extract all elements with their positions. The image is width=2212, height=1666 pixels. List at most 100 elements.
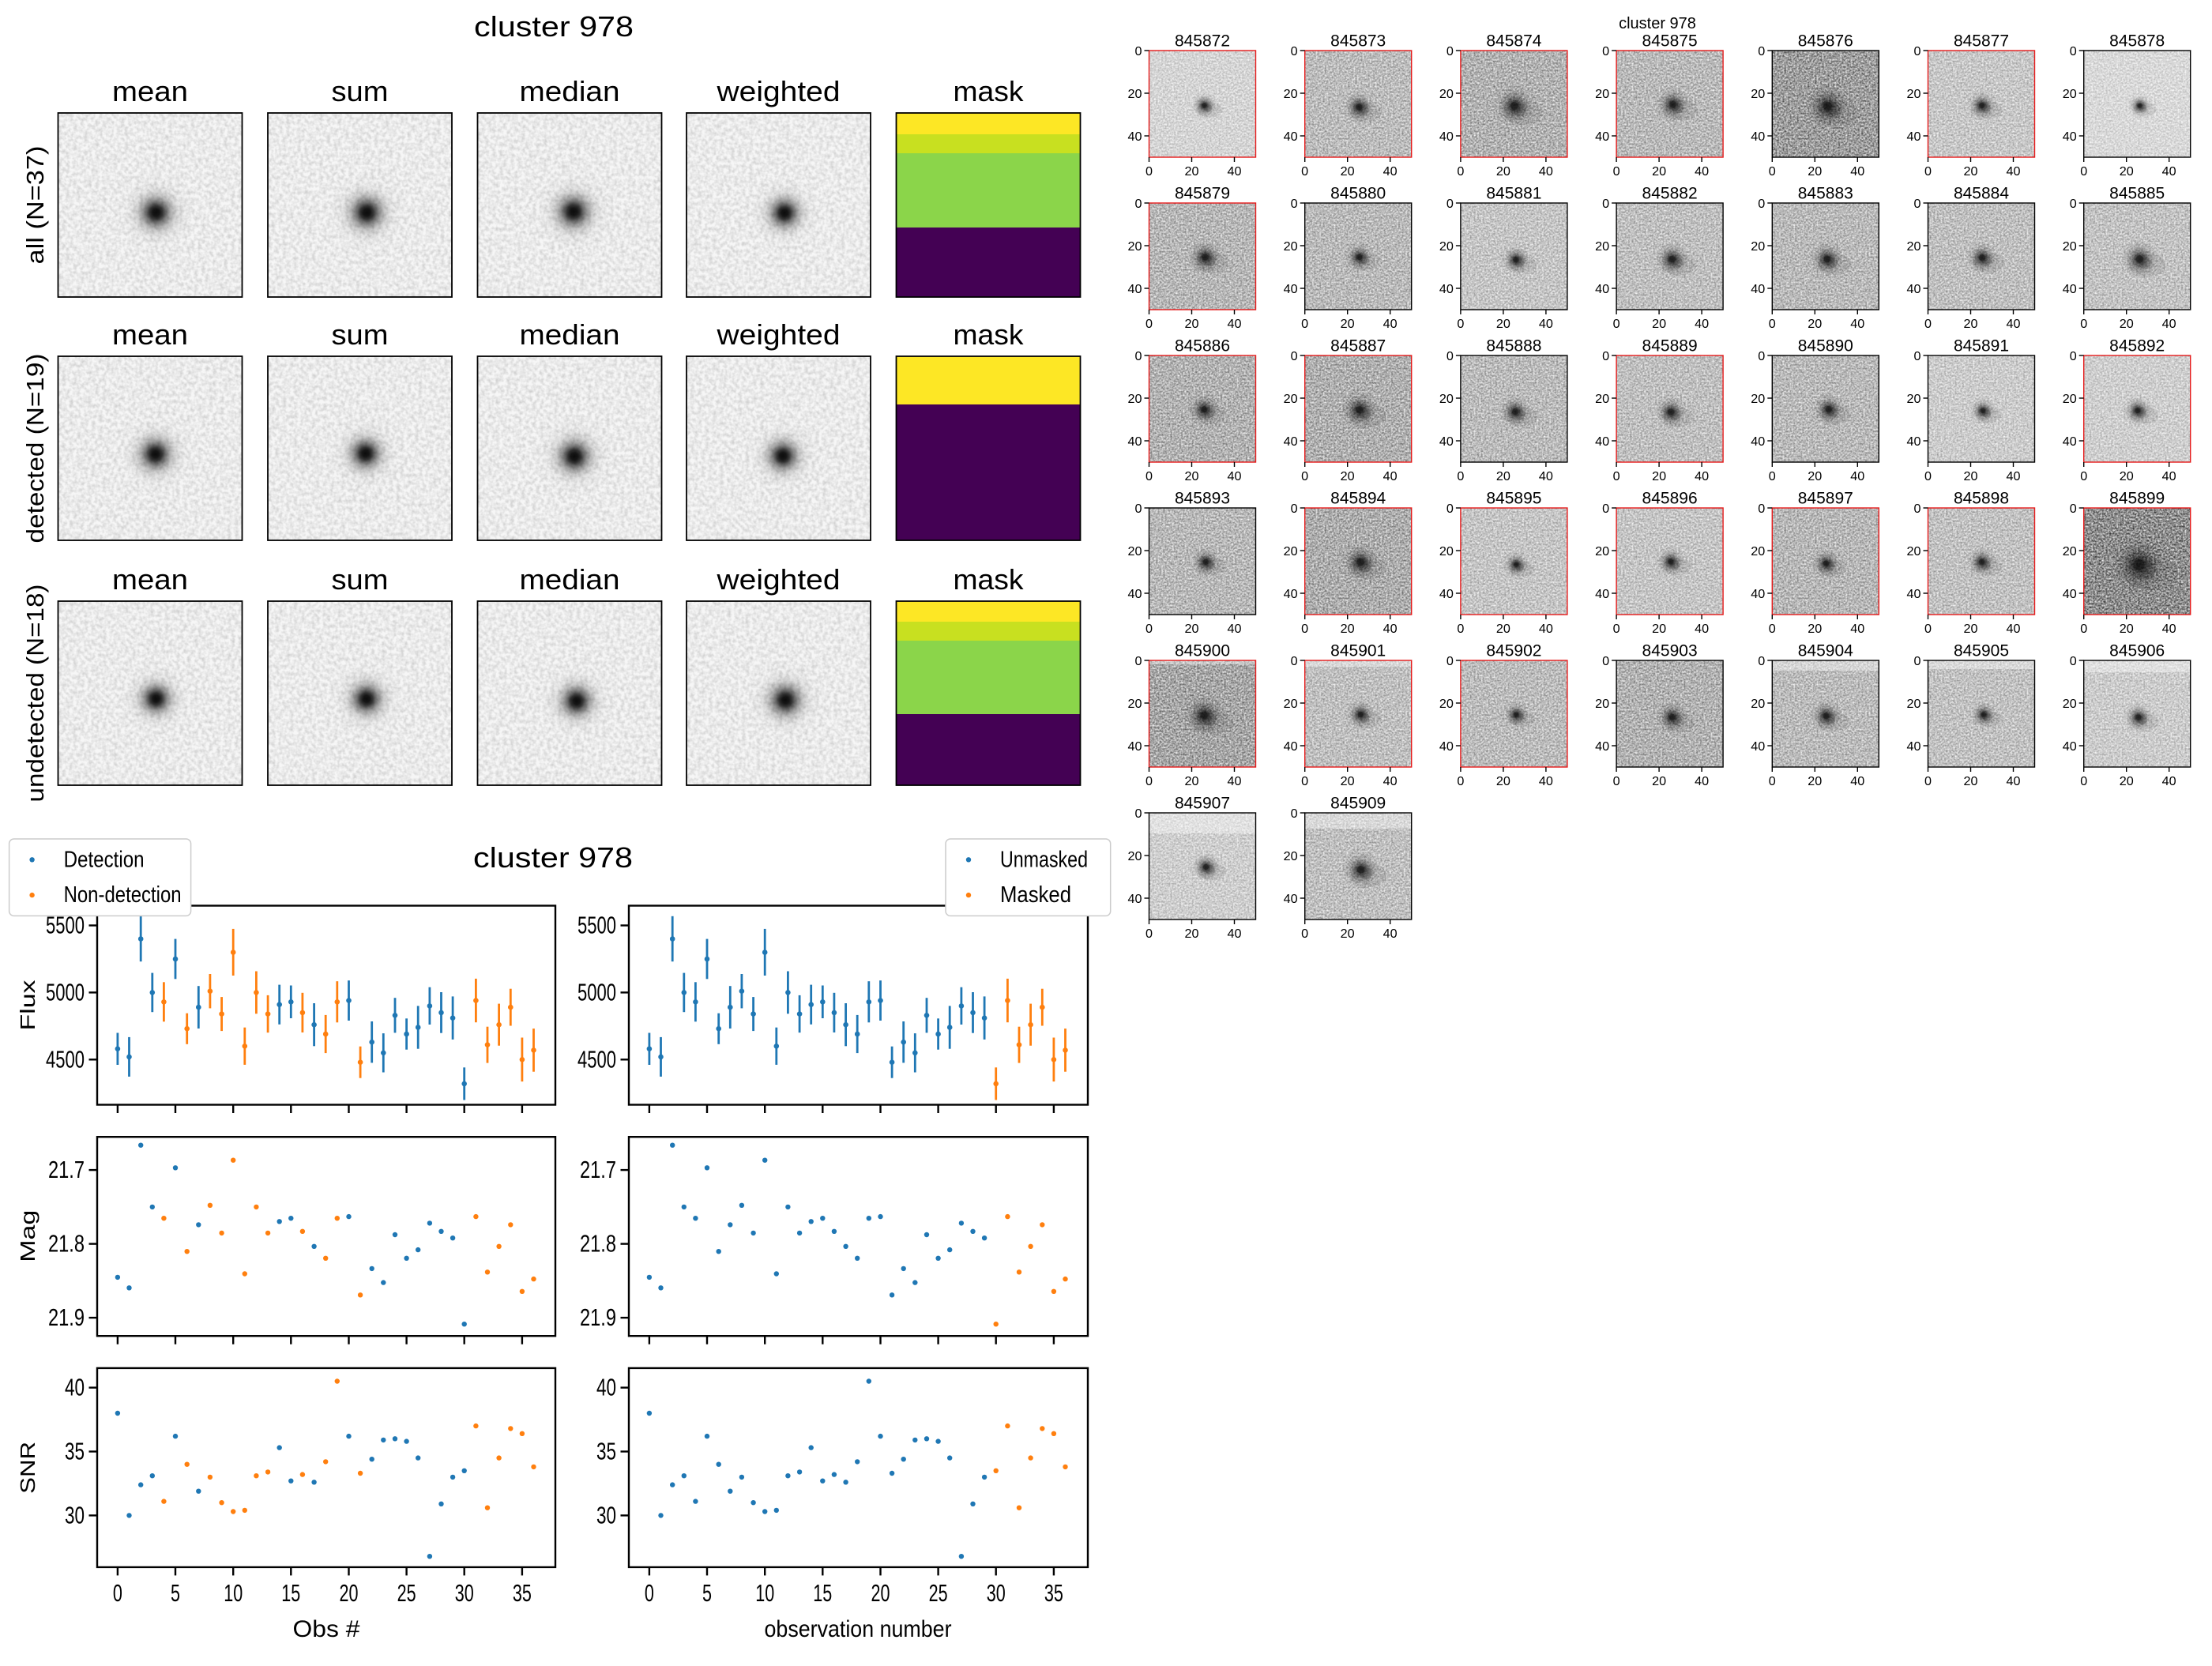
svg-text:40: 40 bbox=[2007, 470, 2021, 483]
svg-text:20: 20 bbox=[1341, 927, 1355, 941]
svg-text:0: 0 bbox=[1301, 165, 1308, 179]
svg-text:40: 40 bbox=[1850, 318, 1864, 331]
svg-text:40: 40 bbox=[1695, 622, 1709, 636]
svg-text:0: 0 bbox=[1446, 502, 1454, 516]
svg-text:Flux: Flux bbox=[16, 980, 40, 1031]
svg-text:0: 0 bbox=[1146, 927, 1153, 941]
svg-text:845872: 845872 bbox=[1175, 32, 1230, 51]
svg-text:20: 20 bbox=[1341, 470, 1355, 483]
svg-text:40: 40 bbox=[1228, 470, 1242, 483]
svg-text:40: 40 bbox=[596, 1374, 616, 1401]
svg-text:20: 20 bbox=[1128, 698, 1142, 711]
svg-text:0: 0 bbox=[1758, 350, 1765, 363]
svg-text:0: 0 bbox=[645, 1579, 654, 1607]
svg-text:0: 0 bbox=[1291, 197, 1298, 211]
svg-text:845893: 845893 bbox=[1175, 490, 1230, 508]
svg-text:40: 40 bbox=[1595, 130, 1609, 144]
svg-text:20: 20 bbox=[1284, 240, 1298, 254]
svg-text:mask: mask bbox=[954, 75, 1025, 107]
svg-text:40: 40 bbox=[1850, 165, 1864, 179]
svg-text:40: 40 bbox=[1228, 165, 1242, 179]
svg-text:40: 40 bbox=[1751, 283, 1765, 296]
svg-text:0: 0 bbox=[1924, 318, 1932, 331]
svg-text:5: 5 bbox=[702, 1579, 712, 1607]
svg-text:0: 0 bbox=[1146, 165, 1153, 179]
svg-text:40: 40 bbox=[2007, 775, 2021, 788]
svg-text:20: 20 bbox=[2063, 698, 2077, 711]
svg-text:20: 20 bbox=[1808, 470, 1822, 483]
svg-text:20: 20 bbox=[1907, 240, 1921, 254]
svg-text:35: 35 bbox=[596, 1438, 616, 1465]
svg-text:20: 20 bbox=[1439, 393, 1454, 406]
svg-text:0: 0 bbox=[1924, 622, 1932, 636]
svg-text:40: 40 bbox=[1751, 130, 1765, 144]
svg-text:0: 0 bbox=[1457, 622, 1464, 636]
svg-text:0: 0 bbox=[1291, 807, 1298, 821]
svg-text:0: 0 bbox=[2080, 622, 2087, 636]
svg-text:0: 0 bbox=[1758, 197, 1765, 211]
svg-text:845902: 845902 bbox=[1486, 642, 1541, 660]
svg-text:845892: 845892 bbox=[2109, 337, 2165, 355]
svg-text:20: 20 bbox=[1185, 927, 1199, 941]
svg-text:0: 0 bbox=[1602, 350, 1609, 363]
svg-text:845890: 845890 bbox=[1798, 337, 1853, 355]
svg-text:40: 40 bbox=[1439, 435, 1454, 449]
svg-text:20: 20 bbox=[1595, 393, 1609, 406]
svg-text:20: 20 bbox=[1128, 88, 1142, 101]
svg-text:845896: 845896 bbox=[1642, 490, 1698, 508]
svg-text:mean: mean bbox=[112, 318, 188, 351]
svg-text:40: 40 bbox=[1383, 165, 1398, 179]
svg-text:20: 20 bbox=[1907, 88, 1921, 101]
svg-text:20: 20 bbox=[1751, 698, 1765, 711]
svg-text:20: 20 bbox=[2120, 470, 2134, 483]
svg-text:20: 20 bbox=[2063, 240, 2077, 254]
svg-text:20: 20 bbox=[1185, 775, 1199, 788]
svg-text:0: 0 bbox=[1613, 318, 1620, 331]
svg-text:0: 0 bbox=[2070, 655, 2077, 668]
svg-text:0: 0 bbox=[1135, 350, 1142, 363]
svg-text:40: 40 bbox=[1128, 435, 1142, 449]
svg-text:40: 40 bbox=[1695, 318, 1709, 331]
svg-text:10: 10 bbox=[755, 1579, 774, 1607]
svg-text:0: 0 bbox=[1769, 775, 1776, 788]
svg-text:10: 10 bbox=[224, 1579, 243, 1607]
svg-text:40: 40 bbox=[1850, 775, 1864, 788]
svg-text:observation number: observation number bbox=[765, 1616, 952, 1642]
svg-text:845886: 845886 bbox=[1175, 337, 1230, 355]
svg-text:40: 40 bbox=[1595, 283, 1609, 296]
svg-text:40: 40 bbox=[1383, 470, 1398, 483]
svg-text:35: 35 bbox=[65, 1438, 85, 1465]
svg-text:40: 40 bbox=[2162, 165, 2176, 179]
svg-text:0: 0 bbox=[1914, 350, 1921, 363]
svg-text:0: 0 bbox=[1602, 197, 1609, 211]
svg-text:0: 0 bbox=[1301, 927, 1308, 941]
svg-text:40: 40 bbox=[1539, 165, 1553, 179]
svg-text:0: 0 bbox=[1613, 622, 1620, 636]
svg-text:0: 0 bbox=[1613, 470, 1620, 483]
svg-text:845899: 845899 bbox=[2109, 490, 2165, 508]
svg-text:20: 20 bbox=[2120, 318, 2134, 331]
svg-text:20: 20 bbox=[1341, 318, 1355, 331]
svg-text:845880: 845880 bbox=[1330, 185, 1386, 203]
svg-text:40: 40 bbox=[1228, 622, 1242, 636]
svg-text:20: 20 bbox=[1284, 393, 1298, 406]
svg-text:845885: 845885 bbox=[2109, 185, 2165, 203]
svg-text:40: 40 bbox=[1539, 775, 1553, 788]
svg-text:20: 20 bbox=[1185, 470, 1199, 483]
svg-text:0: 0 bbox=[1924, 470, 1932, 483]
svg-text:40: 40 bbox=[1439, 740, 1454, 754]
svg-text:0: 0 bbox=[1135, 502, 1142, 516]
svg-text:20: 20 bbox=[1808, 622, 1822, 636]
svg-text:21.9: 21.9 bbox=[48, 1303, 85, 1331]
svg-text:20: 20 bbox=[340, 1579, 359, 1607]
svg-text:median: median bbox=[520, 563, 620, 596]
svg-text:SNR: SNR bbox=[16, 1442, 40, 1494]
svg-text:20: 20 bbox=[1128, 393, 1142, 406]
svg-text:40: 40 bbox=[1128, 740, 1142, 754]
svg-text:40: 40 bbox=[1595, 588, 1609, 601]
svg-text:845901: 845901 bbox=[1330, 642, 1386, 660]
svg-text:20: 20 bbox=[1595, 698, 1609, 711]
svg-text:40: 40 bbox=[1284, 435, 1298, 449]
svg-text:0: 0 bbox=[1457, 775, 1464, 788]
svg-text:20: 20 bbox=[1907, 698, 1921, 711]
